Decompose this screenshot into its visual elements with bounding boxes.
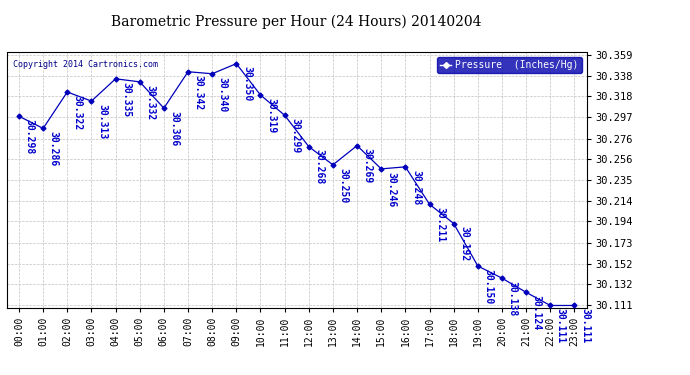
Text: 30.111: 30.111 [580,308,590,344]
Text: 30.111: 30.111 [556,308,566,344]
Text: 30.298: 30.298 [25,119,34,154]
Text: 30.248: 30.248 [411,170,421,205]
Text: 30.246: 30.246 [387,172,397,207]
Text: 30.306: 30.306 [170,111,179,146]
Text: 30.211: 30.211 [435,207,445,242]
Legend: Pressure  (Inches/Hg): Pressure (Inches/Hg) [437,57,582,73]
Text: 30.335: 30.335 [121,82,131,117]
Text: 30.340: 30.340 [218,76,228,112]
Text: 30.269: 30.269 [363,148,373,184]
Text: 30.124: 30.124 [532,295,542,330]
Text: Barometric Pressure per Hour (24 Hours) 20140204: Barometric Pressure per Hour (24 Hours) … [112,15,482,29]
Text: Copyright 2014 Cartronics.com: Copyright 2014 Cartronics.com [12,60,158,69]
Text: 30.150: 30.150 [484,269,493,304]
Text: 30.138: 30.138 [508,281,518,316]
Text: 30.268: 30.268 [315,149,324,184]
Text: 30.322: 30.322 [73,95,83,130]
Text: 30.250: 30.250 [339,168,348,203]
Text: 30.332: 30.332 [146,85,155,120]
Text: 30.299: 30.299 [290,118,300,153]
Text: 30.192: 30.192 [460,226,469,261]
Text: 30.313: 30.313 [97,104,107,139]
Text: 30.342: 30.342 [194,75,204,110]
Text: 30.350: 30.350 [242,66,252,102]
Text: 30.286: 30.286 [49,131,59,166]
Text: 30.319: 30.319 [266,98,276,133]
